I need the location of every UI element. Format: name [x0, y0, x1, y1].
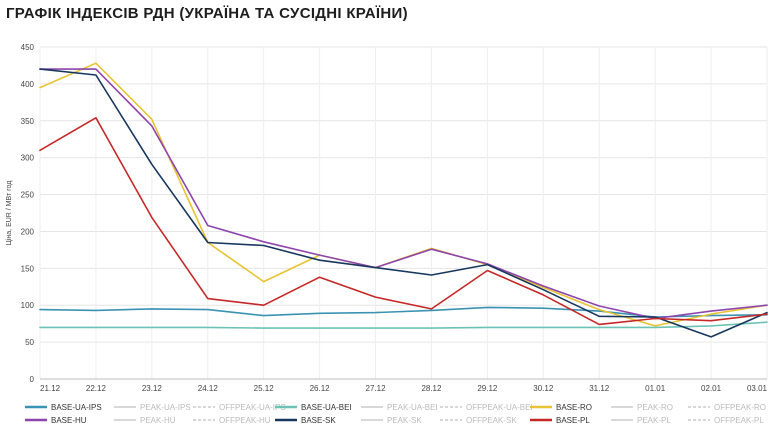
y-tick-label: 300	[21, 154, 35, 163]
legend-item-peak-ua-bei[interactable]: PEAK-UA-BEI	[361, 403, 438, 412]
legend-item-base-sk[interactable]: BASE-SK	[275, 416, 336, 425]
y-tick-label: 150	[21, 264, 35, 273]
x-tick-label: 30.12	[533, 384, 554, 393]
legend-item-offpeak-ro[interactable]: OFFPEAK-RO	[688, 403, 766, 412]
x-tick-label: 21.12	[40, 384, 61, 393]
legend-item-base-ro[interactable]: BASE-RO	[530, 403, 592, 412]
legend-label: OFFPEAK-PL	[714, 416, 764, 425]
series-line-base-ua-ips	[39, 306, 768, 318]
legend-item-offpeak-hu[interactable]: OFFPEAK-HU	[193, 416, 271, 425]
x-tick-label: 25.12	[254, 384, 275, 393]
legend-label: PEAK-SK	[387, 416, 422, 425]
legend-label: OFFPEAK-SK	[466, 416, 517, 425]
y-tick-label: 400	[21, 80, 35, 89]
x-tick-label: 23.12	[142, 384, 163, 393]
legend-label: BASE-UA-BEI	[301, 403, 352, 412]
legend-label: PEAK-UA-BEI	[387, 403, 438, 412]
legend-item-offpeak-ua-ips[interactable]: OFFPEAK-UA-IPS	[193, 403, 286, 412]
series-line-base-sk	[39, 68, 768, 338]
series-lines	[39, 62, 768, 338]
legend-label: PEAK-HU	[140, 416, 176, 425]
legend-label: PEAK-RO	[637, 403, 673, 412]
x-tick-label: 24.12	[198, 384, 219, 393]
x-tick-label: 03.01	[747, 384, 768, 393]
legend-item-base-hu[interactable]: BASE-HU	[25, 416, 87, 425]
legend-item-offpeak-sk[interactable]: OFFPEAK-SK	[440, 416, 517, 425]
legend-label: BASE-RO	[556, 403, 592, 412]
legend-label: OFFPEAK-RO	[714, 403, 766, 412]
legend-label: BASE-PL	[556, 416, 590, 425]
x-tick-label: 01.01	[645, 384, 666, 393]
legend-item-peak-hu[interactable]: PEAK-HU	[114, 416, 176, 425]
legend-label: PEAK-UA-IPS	[140, 403, 191, 412]
legend[interactable]: BASE-UA-IPS PEAK-UA-IPS OFFPEAK-UA-IPS BASE…	[25, 403, 766, 425]
x-tick-label: 22.12	[86, 384, 107, 393]
legend-item-offpeak-ua-bei[interactable]: OFFPEAK-UA-BEI	[440, 403, 533, 412]
legend-item-offpeak-pl[interactable]: OFFPEAK-PL	[688, 416, 764, 425]
x-tick-label: 29.12	[477, 384, 498, 393]
y-tick-label: 250	[21, 191, 35, 200]
x-tick-label: 26.12	[310, 384, 331, 393]
legend-item-base-ua-ips[interactable]: BASE-UA-IPS	[25, 403, 102, 412]
y-tick-label: 0	[30, 375, 35, 384]
legend-label: BASE-UA-IPS	[51, 403, 102, 412]
y-axis-label: Ціна, EUR / МВт год	[5, 181, 13, 246]
y-tick-label: 200	[21, 227, 35, 236]
series-line-base-ua-bei	[39, 321, 768, 329]
legend-label: PEAK-PL	[637, 416, 671, 425]
legend-label: OFFPEAK-HU	[219, 416, 271, 425]
grid-lines	[39, 46, 768, 380]
legend-item-peak-ro[interactable]: PEAK-RO	[611, 403, 673, 412]
legend-label: BASE-SK	[301, 416, 336, 425]
y-tick-label: 100	[21, 301, 35, 310]
x-tick-label: 02.01	[701, 384, 722, 393]
y-tick-label: 450	[21, 43, 35, 52]
y-tick-label: 350	[21, 117, 35, 126]
legend-label: OFFPEAK-UA-IPS	[219, 403, 286, 412]
legend-item-base-ua-bei[interactable]: BASE-UA-BEI	[275, 403, 352, 412]
legend-item-peak-sk[interactable]: PEAK-SK	[361, 416, 422, 425]
x-tick-label: 27.12	[366, 384, 387, 393]
legend-label: OFFPEAK-UA-BEI	[466, 403, 533, 412]
x-axis-ticks: 21.12 22.12 23.12 24.12 25.12 26.12 27.12 28.12…	[40, 384, 768, 393]
x-tick-label: 31.12	[589, 384, 610, 393]
legend-label: BASE-HU	[51, 416, 87, 425]
series-line-base-hu	[39, 68, 768, 320]
legend-item-peak-ua-ips[interactable]: PEAK-UA-IPS	[114, 403, 191, 412]
chart-title: ГРАФІК ІНДЕКСІВ РДН (УКРАЇНА ТА СУСІДНІ …	[6, 5, 408, 22]
x-tick-label: 28.12	[421, 384, 442, 393]
y-axis-ticks: 0 50 100 150 200 250 300 350 400 450	[21, 43, 35, 384]
series-line-base-pl	[39, 117, 768, 326]
legend-item-base-pl[interactable]: BASE-PL	[530, 416, 590, 425]
legend-item-peak-pl[interactable]: PEAK-PL	[611, 416, 671, 425]
y-tick-label: 50	[25, 338, 34, 347]
